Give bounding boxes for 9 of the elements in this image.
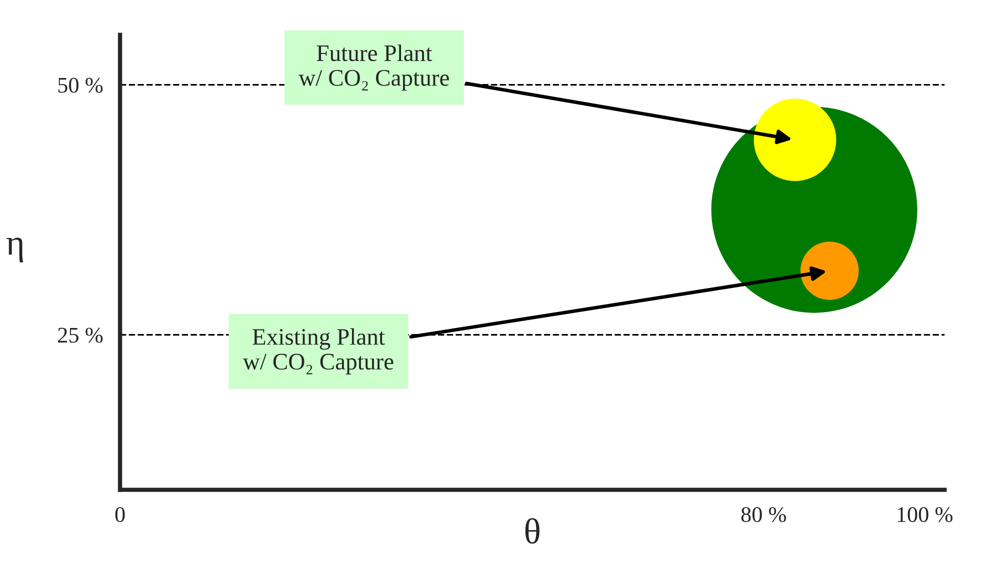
y-tick-label: 50 % (58, 78, 103, 93)
annotation: Existing Plant w/ CO₂ Capture (242, 328, 394, 374)
x-tick-label: 0 (115, 507, 125, 522)
x-tick-label: 100 % (898, 507, 952, 522)
y-tick-label: 25 % (58, 328, 103, 343)
x-axis-title: θ (525, 518, 540, 544)
annotation: Future Plant w/ CO₂ Capture (298, 44, 449, 91)
x-tick-label: 80 % (741, 507, 786, 522)
y-axis-title: η (6, 238, 23, 262)
